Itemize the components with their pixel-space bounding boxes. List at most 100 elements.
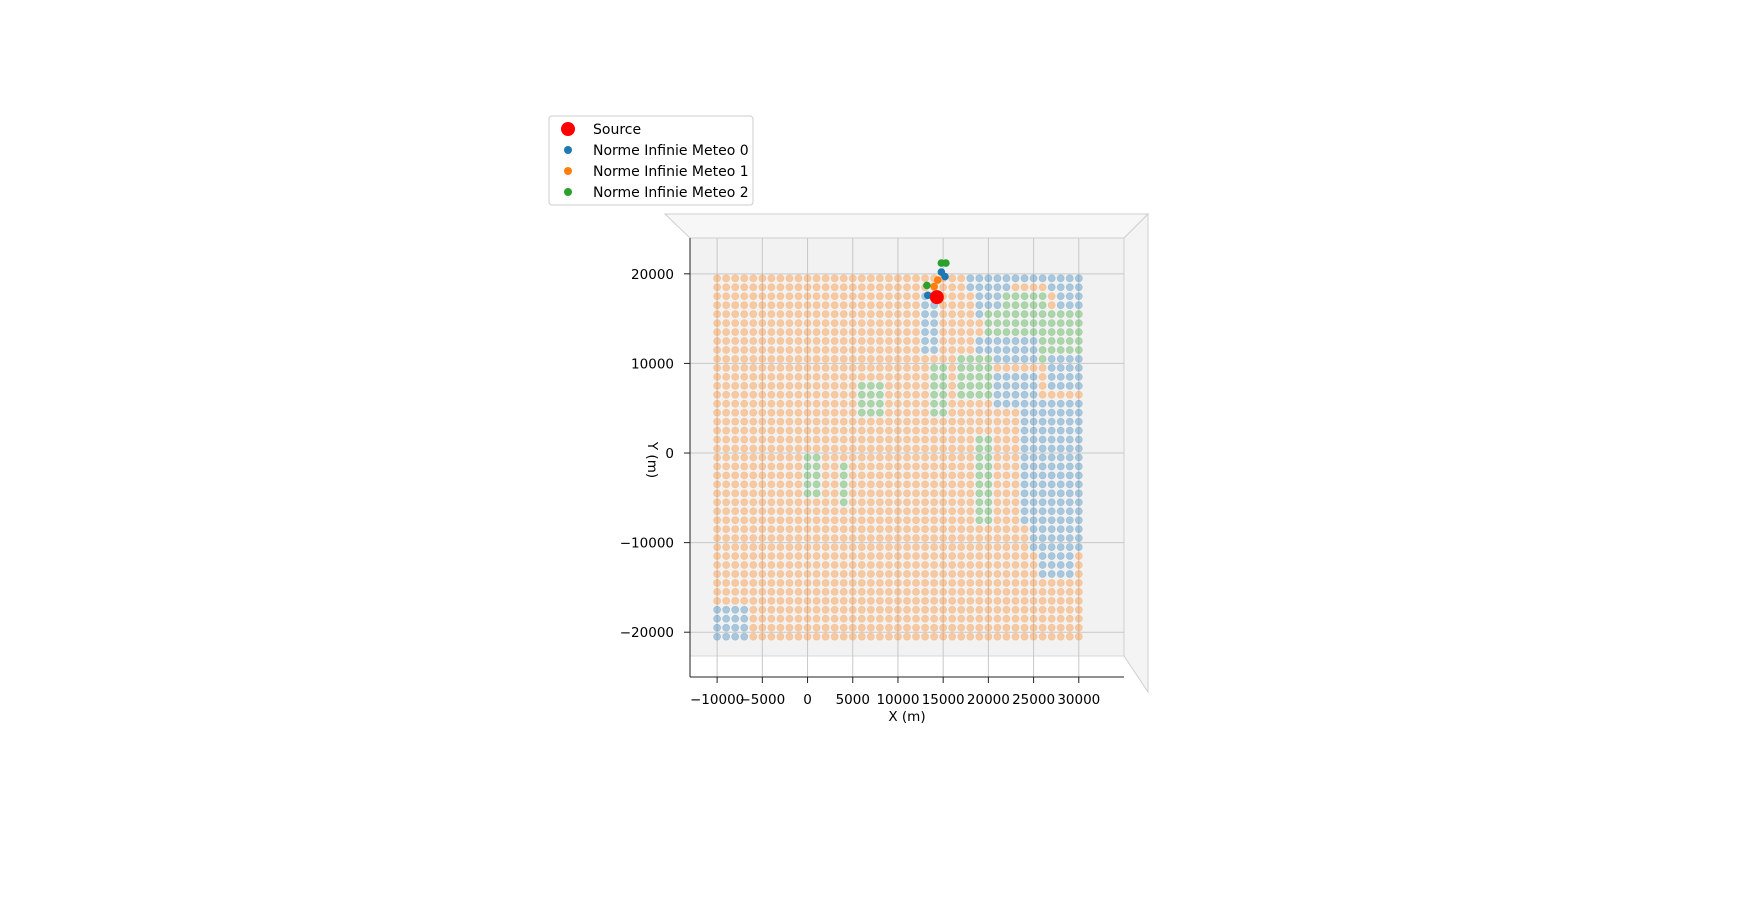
point-meteo-1: [740, 596, 749, 605]
point-meteo-0: [1074, 507, 1083, 516]
point-meteo-1: [731, 408, 740, 417]
point-meteo-1: [830, 372, 839, 381]
point-meteo-1: [894, 301, 902, 310]
point-meteo-1: [948, 319, 957, 328]
point-meteo-1: [857, 525, 866, 534]
point-meteo-0: [1074, 498, 1083, 507]
point-meteo-1: [857, 507, 866, 516]
point-meteo-1: [1002, 444, 1011, 453]
point-meteo-1: [821, 543, 830, 551]
point-meteo-1: [866, 605, 875, 614]
point-meteo-1: [722, 426, 731, 435]
point-meteo-1: [939, 462, 948, 471]
point-meteo-1: [821, 346, 830, 354]
point-meteo-2: [1038, 337, 1047, 345]
point-meteo-1: [767, 462, 776, 471]
point-meteo-1: [1074, 596, 1083, 605]
point-meteo-1: [767, 346, 776, 354]
point-meteo-1: [758, 632, 767, 641]
point-meteo-1: [930, 417, 939, 426]
point-meteo-1: [785, 435, 794, 444]
point-meteo-2: [866, 399, 875, 408]
point-meteo-1: [930, 444, 939, 453]
point-meteo-1: [957, 579, 966, 587]
point-meteo-0: [731, 614, 740, 623]
grid-lines: [690, 238, 1124, 677]
point-meteo-0: [1029, 417, 1038, 426]
point-meteo-1: [857, 310, 866, 319]
point-meteo-1: [866, 426, 875, 435]
point-meteo-1: [740, 390, 749, 399]
point-meteo-1: [948, 310, 957, 319]
point-meteo-1: [812, 543, 821, 551]
point-meteo-1: [894, 372, 902, 381]
point-meteo-1: [740, 534, 749, 543]
point-meteo-1: [740, 489, 749, 498]
point-meteo-1: [1002, 525, 1011, 534]
point-meteo-1: [930, 453, 939, 462]
point-meteo-1: [713, 355, 722, 363]
point-meteo-1: [839, 614, 848, 623]
point-meteo-1: [966, 561, 975, 569]
point-meteo-2: [1065, 328, 1074, 336]
point-meteo-1: [731, 310, 740, 319]
point-meteo-1: [1038, 596, 1047, 605]
point-meteo-1: [848, 543, 857, 551]
point-meteo-0: [1038, 399, 1047, 408]
point-meteo-1: [894, 408, 902, 417]
point-meteo-1: [912, 605, 920, 614]
point-meteo-1: [912, 525, 920, 534]
point-meteo-1: [812, 525, 821, 534]
point-meteo-1: [740, 364, 749, 372]
point-meteo-0: [1065, 283, 1074, 292]
point-meteo-0: [1056, 561, 1065, 569]
point-meteo-1: [830, 534, 839, 543]
point-meteo-1: [894, 489, 902, 498]
point-meteo-1: [722, 346, 731, 354]
point-meteo-1: [975, 328, 984, 336]
point-meteo-1: [740, 274, 749, 283]
point-meteo-1: [821, 570, 830, 578]
point-meteo-1: [767, 319, 776, 328]
point-meteo-1: [839, 292, 848, 301]
point-meteo-1: [921, 364, 929, 372]
point-meteo-1: [866, 480, 875, 489]
point-meteo-1: [912, 579, 920, 587]
point-meteo-2: [966, 364, 975, 372]
point-meteo-1: [1047, 301, 1056, 310]
point-meteo-1: [830, 408, 839, 417]
point-meteo-0: [993, 346, 1002, 354]
point-meteo-1: [803, 328, 812, 336]
point-meteo-1: [957, 435, 966, 444]
point-meteo-1: [803, 561, 812, 569]
point-meteo-1: [848, 417, 857, 426]
point-meteo-2: [975, 462, 984, 471]
point-meteo-1: [1047, 292, 1056, 301]
point-meteo-1: [794, 453, 803, 462]
point-meteo-1: [740, 480, 749, 489]
point-meteo-1: [758, 292, 767, 301]
point-meteo-1: [939, 489, 948, 498]
point-meteo-1: [857, 623, 866, 632]
point-meteo-1: [812, 632, 821, 641]
point-meteo-1: [921, 632, 929, 641]
point-meteo-0: [1074, 399, 1083, 408]
point-meteo-1: [839, 426, 848, 435]
point-meteo-1: [776, 632, 785, 641]
point-meteo-2: [1002, 328, 1011, 336]
point-meteo-1: [948, 543, 957, 551]
point-meteo-1: [722, 480, 731, 489]
point-meteo-1: [731, 462, 740, 471]
point-meteo-1: [875, 605, 884, 614]
point-meteo-1: [785, 453, 794, 462]
point-meteo-1: [740, 301, 749, 310]
point-meteo-1: [966, 534, 975, 543]
point-meteo-1: [957, 480, 966, 489]
y-tick-label: 0: [665, 446, 674, 462]
point-meteo-1: [812, 623, 821, 632]
point-meteo-1: [939, 426, 948, 435]
point-meteo-1: [830, 480, 839, 489]
point-meteo-1: [740, 372, 749, 381]
point-meteo-1: [803, 543, 812, 551]
point-meteo-1: [948, 480, 957, 489]
